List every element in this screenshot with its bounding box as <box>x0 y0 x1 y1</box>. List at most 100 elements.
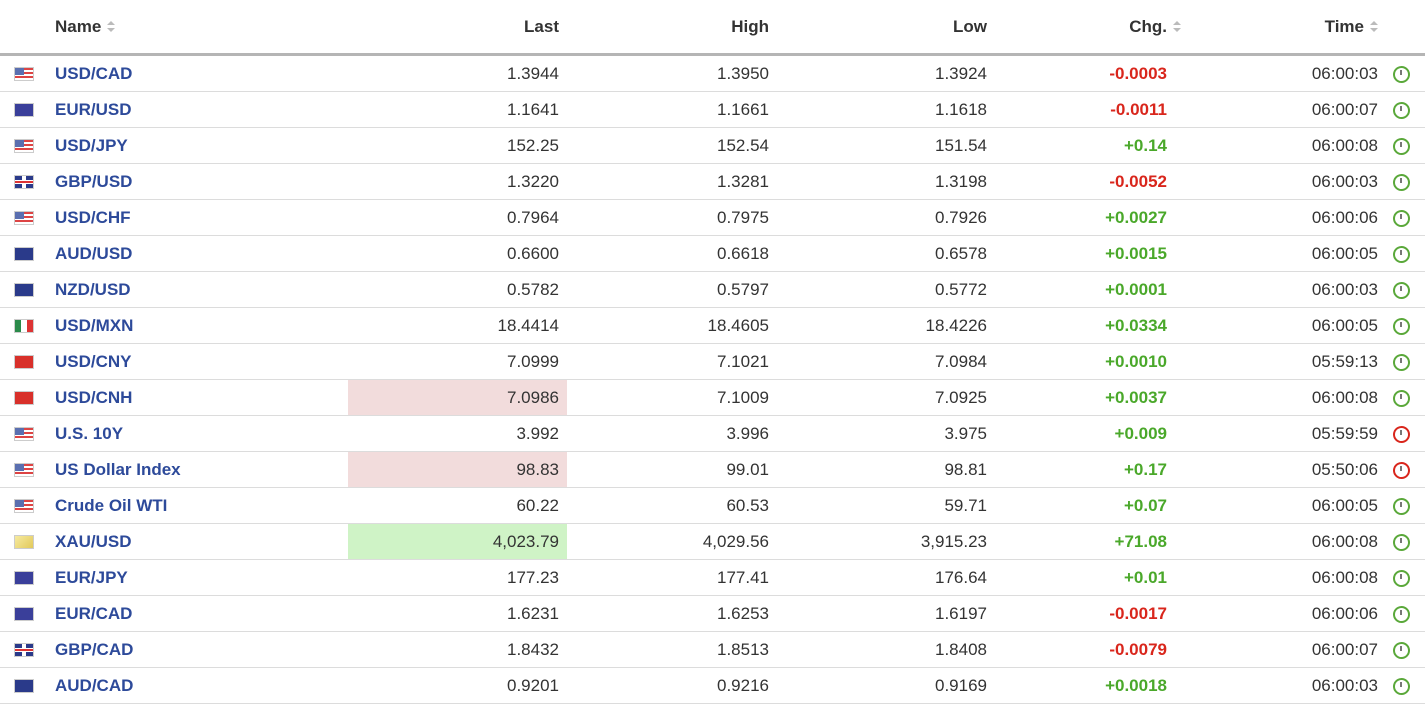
low-cell: 0.7926 <box>777 199 995 236</box>
instrument-link[interactable]: USD/CNY <box>55 351 132 371</box>
clock-icon <box>1393 461 1410 479</box>
last-value: 1.3944 <box>507 63 559 83</box>
instrument-link[interactable]: GBP/CAD <box>55 639 134 659</box>
status-cell <box>1378 54 1425 92</box>
clock-icon <box>1393 389 1410 407</box>
name-cell: XAU/USD <box>55 523 348 560</box>
low-value: 7.0925 <box>935 387 987 407</box>
instrument-link[interactable]: AUD/USD <box>55 243 133 263</box>
high-cell: 0.7975 <box>567 199 777 236</box>
time-cell: 06:00:08 <box>1181 559 1378 596</box>
last-cell: 0.7964 <box>348 199 567 236</box>
flag-icon-eu <box>14 571 34 586</box>
instrument-link[interactable]: U.S. 10Y <box>55 423 124 443</box>
instrument-link[interactable]: USD/MXN <box>55 315 134 335</box>
instrument-link[interactable]: EUR/USD <box>55 99 132 119</box>
low-value: 1.6197 <box>935 603 987 623</box>
instrument-link[interactable]: US Dollar Index <box>55 459 181 479</box>
flag-cell <box>0 379 55 416</box>
change-value: +0.0334 <box>1105 315 1167 335</box>
table-row: Crude Oil WTI 60.22 60.53 59.71 +0.07 06:00:0… <box>0 487 1425 524</box>
low-value: 1.3198 <box>935 171 987 191</box>
name-cell: EUR/JPY <box>55 559 348 596</box>
name-cell: EUR/CAD <box>55 595 348 632</box>
table-row: AUD/CAD 0.9201 0.9216 0.9169 +0.0018 06:00:03 <box>0 667 1425 704</box>
flag-icon-cn <box>14 355 34 370</box>
high-value: 1.8513 <box>717 639 769 659</box>
instrument-link[interactable]: GBP/USD <box>55 171 133 191</box>
instrument-link[interactable]: NZD/USD <box>55 279 131 299</box>
chg-cell: +0.0037 <box>995 379 1181 416</box>
name-cell: USD/MXN <box>55 307 348 344</box>
table-row: EUR/CAD 1.6231 1.6253 1.6197 -0.0017 06:00:06 <box>0 595 1425 632</box>
instrument-link[interactable]: USD/CHF <box>55 207 131 227</box>
time-header[interactable]: Time <box>1181 0 1378 56</box>
high-cell: 3.996 <box>567 415 777 452</box>
last-value: 7.0986 <box>507 387 559 407</box>
flag-icon-xau <box>14 535 34 550</box>
last-value: 18.4414 <box>497 315 559 335</box>
time-cell: 06:00:05 <box>1181 235 1378 272</box>
sort-icon[interactable] <box>1173 21 1181 33</box>
change-value: -0.0052 <box>1109 171 1167 191</box>
instrument-link[interactable]: USD/CNH <box>55 387 133 407</box>
last-value: 7.0999 <box>507 351 559 371</box>
instrument-link[interactable]: EUR/CAD <box>55 603 133 623</box>
last-cell: 98.83 <box>348 451 567 488</box>
name-header[interactable]: Name <box>55 0 348 56</box>
time-cell: 06:00:07 <box>1181 91 1378 128</box>
table-row: USD/CAD 1.3944 1.3950 1.3924 -0.0003 06:00:03 <box>0 54 1425 92</box>
instrument-link[interactable]: AUD/CAD <box>55 675 134 695</box>
change-value: +0.0027 <box>1105 207 1167 227</box>
instrument-link[interactable]: Crude Oil WTI <box>55 495 168 515</box>
time-cell: 05:59:59 <box>1181 415 1378 452</box>
high-value: 152.54 <box>717 135 769 155</box>
status-cell <box>1378 235 1425 272</box>
chg-cell: +0.0334 <box>995 307 1181 344</box>
high-cell: 1.1661 <box>567 91 777 128</box>
name-cell: USD/CHF <box>55 199 348 236</box>
time-value: 06:00:03 <box>1311 63 1378 83</box>
time-cell: 06:00:03 <box>1181 667 1378 704</box>
chg-cell: +0.01 <box>995 559 1181 596</box>
last-cell: 1.8432 <box>348 631 567 668</box>
instrument-link[interactable]: USD/JPY <box>55 135 128 155</box>
instrument-link[interactable]: USD/CAD <box>55 63 133 83</box>
last-cell: 7.0999 <box>348 343 567 380</box>
low-cell: 3,915.23 <box>777 523 995 560</box>
high-value: 1.1661 <box>717 99 769 119</box>
change-value: +0.0001 <box>1105 279 1167 299</box>
high-cell: 152.54 <box>567 127 777 164</box>
name-cell: EUR/USD <box>55 91 348 128</box>
high-header: High <box>567 0 777 56</box>
last-cell: 7.0986 <box>348 379 567 416</box>
high-cell: 1.6253 <box>567 595 777 632</box>
last-value: 60.22 <box>516 495 559 515</box>
last-cell: 177.23 <box>348 559 567 596</box>
last-cell: 18.4414 <box>348 307 567 344</box>
table-row: AUD/USD 0.6600 0.6618 0.6578 +0.0015 06:00:05 <box>0 235 1425 272</box>
chg-cell: +0.07 <box>995 487 1181 524</box>
flag-icon-gb <box>14 175 34 190</box>
flag-cell <box>0 667 55 704</box>
clock-icon <box>1393 677 1410 695</box>
time-cell: 06:00:08 <box>1181 127 1378 164</box>
sort-icon[interactable] <box>107 21 116 33</box>
status-cell <box>1378 199 1425 236</box>
instrument-link[interactable]: EUR/JPY <box>55 567 128 587</box>
low-value: 3,915.23 <box>920 531 987 551</box>
name-cell: USD/JPY <box>55 127 348 164</box>
chg-header[interactable]: Chg. <box>995 0 1181 56</box>
table-row: USD/CNY 7.0999 7.1021 7.0984 +0.0010 05:59:13 <box>0 343 1425 380</box>
change-value: +0.0037 <box>1105 387 1167 407</box>
clock-icon <box>1393 605 1410 623</box>
table-row: EUR/JPY 177.23 177.41 176.64 +0.01 06:00:08 <box>0 559 1425 596</box>
time-value: 05:59:59 <box>1311 423 1378 443</box>
high-value: 4,029.56 <box>702 531 769 551</box>
last-cell: 0.5782 <box>348 271 567 308</box>
instrument-link[interactable]: XAU/USD <box>55 531 132 551</box>
sort-icon[interactable] <box>1370 21 1378 33</box>
time-cell: 06:00:03 <box>1181 54 1378 92</box>
header-row: Name Last High Low Chg. Time <box>0 0 1425 56</box>
status-cell <box>1378 523 1425 560</box>
